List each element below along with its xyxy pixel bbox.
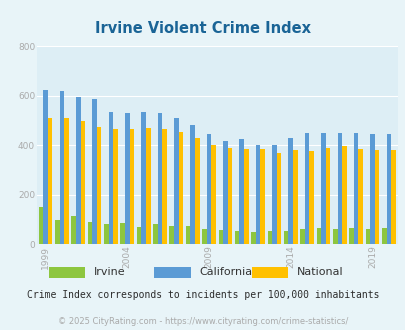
Bar [374, 150, 378, 244]
Bar [120, 223, 125, 244]
Bar [174, 118, 178, 244]
Bar [337, 133, 341, 244]
Bar [251, 232, 255, 244]
Bar [157, 113, 162, 244]
Bar [386, 134, 390, 244]
Bar [194, 138, 199, 244]
Bar [38, 207, 43, 244]
Bar [202, 229, 206, 244]
Text: National: National [296, 267, 342, 277]
Bar [234, 231, 239, 244]
Bar [341, 147, 346, 244]
Bar [332, 229, 337, 244]
Bar [325, 148, 330, 244]
Bar [316, 228, 320, 244]
Bar [55, 220, 60, 244]
Bar [125, 113, 129, 244]
Text: Irvine: Irvine [93, 267, 125, 277]
Bar [178, 132, 183, 244]
Bar [60, 91, 64, 244]
Bar [153, 224, 157, 244]
Bar [206, 134, 211, 244]
Bar [320, 133, 325, 244]
Bar [260, 149, 264, 244]
Bar [92, 99, 97, 244]
Bar [211, 145, 215, 244]
Bar [48, 118, 52, 244]
Text: Crime Index corresponds to incidents per 100,000 inhabitants: Crime Index corresponds to incidents per… [27, 290, 378, 300]
Bar [64, 118, 68, 244]
Bar [300, 229, 304, 244]
Bar [309, 151, 313, 244]
Bar [271, 145, 276, 244]
Bar [239, 139, 243, 244]
Bar [43, 90, 48, 244]
Bar [365, 229, 369, 244]
Bar [227, 148, 232, 244]
Bar [141, 112, 145, 244]
Bar [267, 231, 271, 244]
Bar [369, 134, 374, 244]
Bar [218, 230, 222, 244]
Bar [129, 129, 134, 244]
Bar [87, 222, 92, 244]
Bar [283, 231, 288, 244]
Bar [381, 228, 386, 244]
Bar [276, 152, 281, 244]
Text: Irvine Violent Crime Index: Irvine Violent Crime Index [95, 21, 310, 36]
Bar [292, 150, 297, 244]
Bar [71, 216, 76, 244]
Bar [390, 150, 395, 244]
Text: © 2025 CityRating.com - https://www.cityrating.com/crime-statistics/: © 2025 CityRating.com - https://www.city… [58, 316, 347, 326]
Bar [136, 227, 141, 244]
Bar [113, 129, 117, 244]
Bar [190, 125, 194, 244]
Bar [76, 97, 80, 244]
Bar [288, 138, 292, 244]
Bar [169, 226, 174, 244]
Bar [185, 226, 190, 244]
Bar [304, 133, 309, 244]
Bar [222, 142, 227, 244]
Bar [255, 145, 260, 244]
Bar [145, 128, 150, 244]
Bar [348, 228, 353, 244]
Bar [104, 224, 109, 244]
Bar [109, 112, 113, 244]
Bar [243, 149, 248, 244]
Bar [358, 149, 362, 244]
Bar [97, 127, 101, 244]
Bar [80, 121, 85, 244]
Bar [162, 129, 166, 244]
Text: California: California [198, 267, 252, 277]
Bar [353, 133, 358, 244]
